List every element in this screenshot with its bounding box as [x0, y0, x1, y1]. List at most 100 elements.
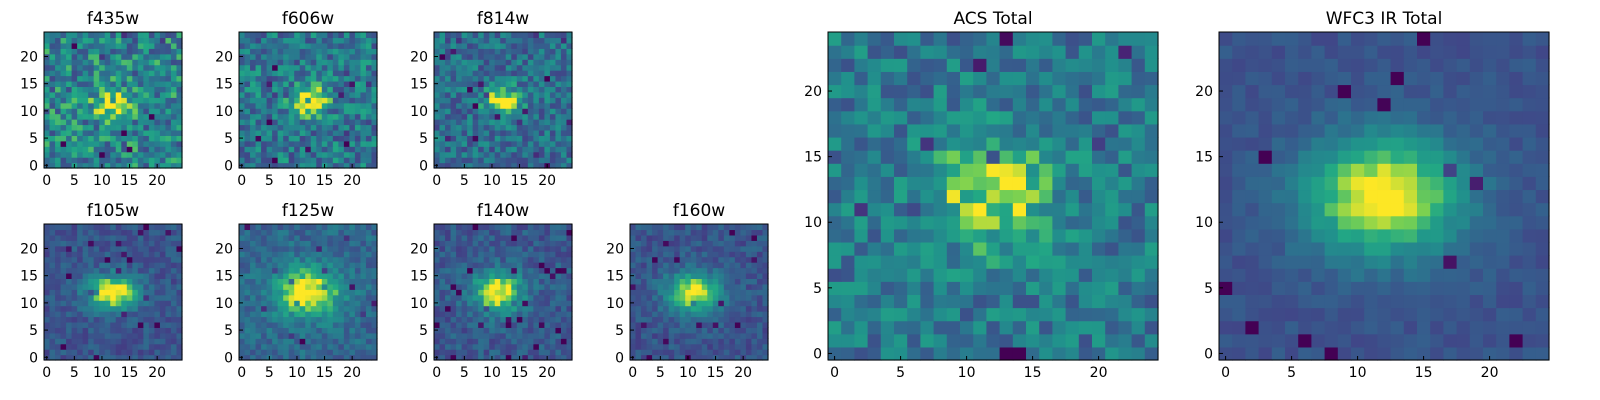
- pixel-cell: [82, 108, 89, 115]
- pixel-cell: [343, 343, 350, 350]
- pixel-cell: [305, 146, 312, 153]
- pixel-cell: [371, 135, 378, 142]
- pixel-cell: [55, 267, 62, 274]
- pixel-cell: [88, 157, 95, 164]
- pixel-cell: [88, 151, 95, 158]
- pixel-cell: [316, 240, 323, 247]
- pixel-cell: [343, 37, 350, 44]
- pixel-cell: [305, 91, 312, 98]
- pixel-cell: [126, 140, 133, 147]
- pixel-cell: [132, 135, 139, 142]
- pixel-cell: [1118, 255, 1133, 269]
- pixel-cell: [478, 289, 485, 296]
- pixel-cell: [533, 70, 540, 77]
- pixel-cell: [544, 91, 551, 98]
- pixel-cell: [472, 97, 479, 104]
- pixel-cell: [365, 234, 373, 241]
- pixel-cell: [472, 251, 479, 258]
- pixel-cell: [332, 338, 339, 345]
- pixel-cell: [239, 224, 246, 231]
- pixel-cell: [288, 162, 295, 169]
- pixel-cell: [88, 300, 95, 307]
- pixel-cell: [121, 108, 128, 115]
- pixel-cell: [560, 316, 568, 323]
- pixel-cell: [283, 162, 290, 169]
- pixel-cell: [668, 311, 675, 318]
- pixel-cell: [365, 102, 373, 109]
- pixel-cell: [294, 267, 301, 274]
- pixel-cell: [756, 251, 764, 258]
- pixel-cell: [115, 91, 122, 98]
- pixel-cell: [332, 316, 339, 323]
- pixel-cell: [250, 338, 257, 345]
- pixel-cell: [478, 229, 485, 236]
- pixel-cell: [44, 305, 51, 312]
- pixel-cell: [1052, 268, 1067, 282]
- pixel-cell: [305, 151, 312, 158]
- pixel-cell: [445, 234, 452, 241]
- pixel-cell: [489, 267, 496, 274]
- pixel-cell: [354, 224, 362, 231]
- pixel-cell: [522, 119, 529, 126]
- pixel-cell: [148, 53, 155, 60]
- pixel-cell: [483, 267, 490, 274]
- pixel-cell: [305, 224, 312, 231]
- pixel-cell: [250, 97, 257, 104]
- pixel-cell: [77, 349, 84, 356]
- pixel-cell: [1092, 281, 1106, 295]
- pixel-cell: [560, 75, 568, 82]
- pixel-cell: [751, 289, 758, 296]
- pixel-cell: [299, 97, 306, 104]
- pixel-cell: [718, 343, 725, 350]
- pixel-cell: [756, 338, 764, 345]
- pixel-cell: [143, 37, 150, 44]
- pixel-cell: [316, 349, 323, 356]
- pixel-cell: [176, 321, 183, 328]
- pixel-cell: [250, 305, 257, 312]
- y-tick-label: 20: [20, 49, 38, 65]
- pixel-cell: [137, 151, 144, 158]
- pixel-cell: [176, 229, 183, 236]
- pixel-cell: [327, 338, 334, 345]
- pixel-cell: [159, 294, 167, 301]
- pixel-cell: [751, 338, 758, 345]
- pixel-cell: [266, 119, 273, 126]
- pixel-cell: [555, 97, 562, 104]
- pixel-cell: [71, 278, 78, 285]
- y-tick-label: 15: [215, 269, 233, 285]
- pixel-cell: [478, 53, 485, 60]
- pixel-cell: [365, 349, 373, 356]
- pixel-cell: [696, 234, 703, 241]
- pixel-cell: [641, 327, 648, 334]
- pixel-cell: [494, 135, 501, 142]
- pixel-cell: [239, 311, 246, 318]
- pixel-cell: [165, 80, 172, 87]
- pixel-cell: [99, 97, 106, 104]
- pixel-cell: [450, 289, 457, 296]
- pixel-cell: [338, 354, 345, 361]
- pixel-cell: [456, 91, 463, 98]
- pixel-cell: [55, 140, 62, 147]
- pixel-cell: [762, 305, 769, 312]
- pixel-cell: [456, 97, 463, 104]
- pixel-cell: [1039, 281, 1053, 295]
- pixel-cell: [630, 321, 637, 328]
- pixel-cell: [527, 102, 534, 109]
- pixel-cell: [294, 224, 301, 231]
- pixel-cell: [663, 245, 670, 252]
- pixel-cell: [327, 349, 334, 356]
- pixel-cell: [137, 332, 144, 339]
- pixel-cell: [49, 234, 56, 241]
- pixel-cell: [467, 343, 474, 350]
- pixel-cell: [349, 267, 356, 274]
- pixel-cell: [1078, 255, 1093, 269]
- pixel-cell: [82, 283, 89, 290]
- pixel-cell: [49, 289, 56, 296]
- pixel-cell: [1026, 268, 1040, 282]
- pixel-cell: [121, 80, 128, 87]
- pixel-cell: [635, 289, 642, 296]
- pixel-cell: [137, 108, 144, 115]
- pixel-cell: [371, 278, 378, 285]
- pixel-cell: [483, 91, 490, 98]
- pixel-cell: [321, 349, 328, 356]
